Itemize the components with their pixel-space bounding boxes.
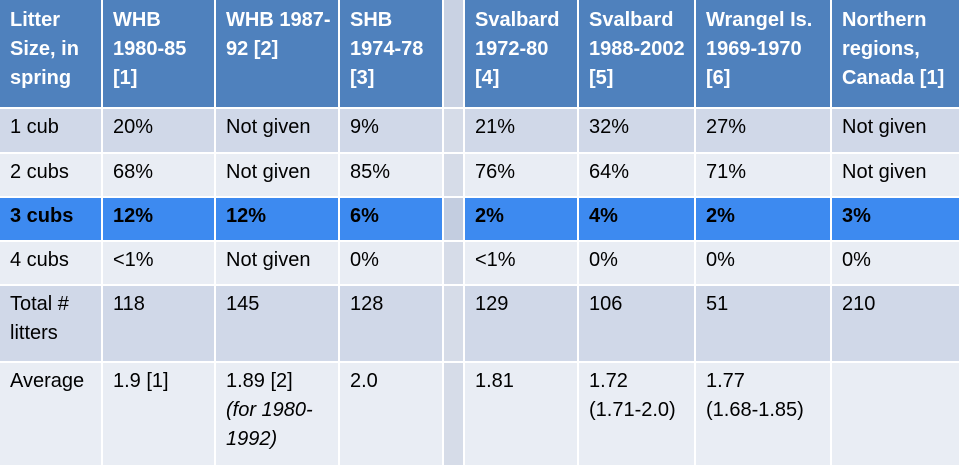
table-cell: 2.0	[339, 362, 444, 467]
table-cell: Not given	[831, 108, 960, 154]
table-cell: 6%	[339, 197, 444, 242]
table-cell: 4%	[578, 197, 696, 242]
table-cell: 1.89 [2] (for 1980-1992)	[215, 362, 340, 467]
table-cell: 118	[102, 285, 216, 363]
header-shb-1974-78: SHB 1974-78 [3]	[339, 0, 444, 109]
table-cell: 68%	[102, 153, 216, 198]
table-cell: 3%	[831, 197, 960, 242]
table-row-total-litters: Total # litters 118 145 128 129 106 51 2…	[0, 285, 960, 363]
table-cell: 2%	[695, 197, 832, 242]
average-range: (1.71-2.0)	[589, 399, 676, 421]
table-cell: 1.9 [1]	[102, 362, 216, 467]
header-whb-1980-85: WHB 1980-85 [1]	[102, 0, 216, 109]
row-label: 3 cubs	[0, 197, 103, 242]
table-row-4-cubs: 4 cubs <1% Not given 0% <1% 0% 0% 0%	[0, 241, 960, 286]
table-cell: 106	[578, 285, 696, 363]
column-spacer	[443, 241, 465, 286]
column-spacer	[443, 362, 465, 467]
table-cell: Not given	[215, 108, 340, 154]
table-row-1-cub: 1 cub 20% Not given 9% 21% 32% 27% Not g…	[0, 108, 960, 154]
average-value: 1.77	[706, 370, 745, 392]
table-cell: <1%	[464, 241, 579, 286]
table-cell: 51	[695, 285, 832, 363]
table-row-3-cubs: 3 cubs 12% 12% 6% 2% 4% 2% 3%	[0, 197, 960, 242]
table-cell: 21%	[464, 108, 579, 154]
column-spacer	[443, 108, 465, 154]
table-cell: 12%	[215, 197, 340, 242]
table-cell: 0%	[578, 241, 696, 286]
header-svalbard-1972-80: Svalbard 1972-80 [4]	[464, 0, 579, 109]
table-cell	[831, 362, 960, 467]
column-spacer	[443, 285, 465, 363]
header-northern-canada: Northern regions, Canada [1]	[831, 0, 960, 109]
table-cell: Not given	[831, 153, 960, 198]
table-cell: 1.72 (1.71-2.0)	[578, 362, 696, 467]
header-svalbard-1988-2002: Svalbard 1988-2002 [5]	[578, 0, 696, 109]
table-cell: 0%	[695, 241, 832, 286]
average-value: 1.72	[589, 370, 628, 392]
table-cell: 1.77 (1.68-1.85)	[695, 362, 832, 467]
row-label: 2 cubs	[0, 153, 103, 198]
header-litter-size: Litter Size, in spring	[0, 0, 103, 109]
table-cell: 76%	[464, 153, 579, 198]
table-cell: 64%	[578, 153, 696, 198]
table-cell: 9%	[339, 108, 444, 154]
average-value: 1.89 [2]	[226, 370, 293, 392]
table-cell: 0%	[339, 241, 444, 286]
table-cell: 1.81	[464, 362, 579, 467]
column-spacer	[443, 0, 465, 109]
row-label: Total # litters	[0, 285, 103, 363]
average-note: (for 1980-1992)	[226, 399, 313, 450]
table-cell: 32%	[578, 108, 696, 154]
table-cell: <1%	[102, 241, 216, 286]
row-label: Average	[0, 362, 103, 467]
row-label: 4 cubs	[0, 241, 103, 286]
table-cell: 71%	[695, 153, 832, 198]
table-row-average: Average 1.9 [1] 1.89 [2] (for 1980-1992)…	[0, 362, 960, 467]
table-row-2-cubs: 2 cubs 68% Not given 85% 76% 64% 71% Not…	[0, 153, 960, 198]
table-cell: 85%	[339, 153, 444, 198]
table-cell: Not given	[215, 241, 340, 286]
column-spacer	[443, 153, 465, 198]
header-row: Litter Size, in spring WHB 1980-85 [1] W…	[0, 0, 960, 109]
table-cell: 2%	[464, 197, 579, 242]
table-cell: 129	[464, 285, 579, 363]
header-whb-1987-92: WHB 1987-92 [2]	[215, 0, 340, 109]
header-wrangel: Wrangel Is. 1969-1970 [6]	[695, 0, 832, 109]
column-spacer	[443, 197, 465, 242]
row-label: 1 cub	[0, 108, 103, 154]
table-cell: 20%	[102, 108, 216, 154]
average-range: (1.68-1.85)	[706, 399, 804, 421]
table-cell: 145	[215, 285, 340, 363]
table-cell: 128	[339, 285, 444, 363]
table-cell: Not given	[215, 153, 340, 198]
table-cell: 12%	[102, 197, 216, 242]
table-cell: 0%	[831, 241, 960, 286]
table-cell: 210	[831, 285, 960, 363]
table-cell: 27%	[695, 108, 832, 154]
